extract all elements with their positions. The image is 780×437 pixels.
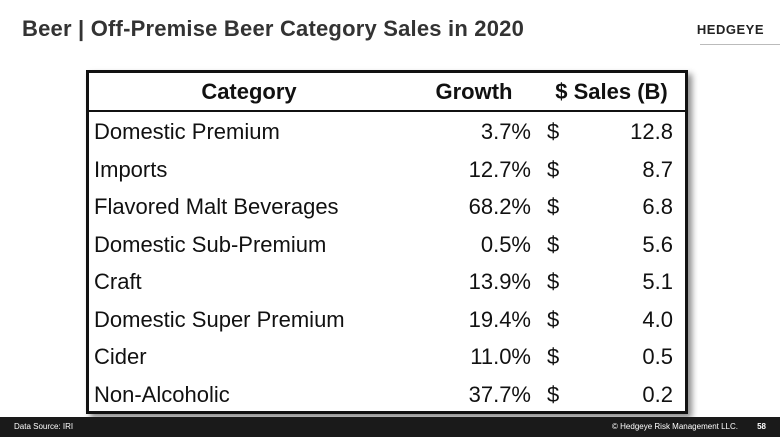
category: Cider — [94, 344, 147, 369]
currency: $ — [547, 381, 560, 407]
sales: 0.2 — [642, 381, 673, 407]
table: Category Growth $ Sales (B) Domestic Premiu… — [86, 70, 688, 414]
column-header: $ Sales (B) — [555, 79, 668, 104]
currency: $ — [547, 231, 560, 257]
column-header: Category — [201, 79, 297, 104]
page-number: 58 — [757, 422, 766, 431]
category: Non-Alcoholic — [94, 381, 230, 407]
sales: 5.6 — [642, 231, 673, 257]
growth: 68.2% — [468, 194, 531, 219]
category: Imports — [94, 156, 168, 182]
growth: 3.7% — [480, 119, 531, 144]
sales: 12.8 — [630, 119, 673, 144]
copyright: © Hedgeye Risk Management LLC. — [612, 422, 738, 431]
column-header: Growth — [435, 79, 513, 104]
category: Domestic Sub-Premium — [94, 231, 327, 257]
growth: 19.4% — [468, 306, 531, 332]
slide-title: Beer | Off-Premise Beer Category Sales i… — [22, 16, 525, 41]
sales: 8.7 — [642, 156, 673, 182]
currency: $ — [547, 119, 560, 144]
logo: HEDGEYE — [696, 22, 764, 37]
sales: 0.5 — [642, 344, 673, 369]
header-rule — [89, 110, 685, 112]
rule — [700, 44, 780, 45]
growth: 12.7% — [468, 156, 531, 182]
category: Flavored Malt Beverages — [94, 194, 339, 219]
currency: $ — [547, 194, 560, 219]
growth: 0.5% — [480, 231, 531, 257]
category: Craft — [94, 269, 142, 294]
category: Domestic Premium — [94, 119, 280, 144]
category: Domestic Super Premium — [94, 306, 345, 332]
currency: $ — [547, 306, 560, 332]
currency: $ — [547, 344, 560, 369]
sales: 5.1 — [642, 269, 673, 294]
footer: Data Source: IRI © Hedgeye Risk Manageme… — [0, 417, 780, 437]
growth: 13.9% — [468, 269, 531, 294]
growth: 11.0% — [470, 344, 531, 369]
sales: 6.8 — [642, 194, 673, 219]
growth: 37.7% — [468, 381, 531, 407]
sales: 4.0 — [642, 306, 673, 332]
currency: $ — [547, 156, 560, 182]
source: Data Source: IRI — [14, 422, 74, 431]
currency: $ — [547, 269, 560, 294]
